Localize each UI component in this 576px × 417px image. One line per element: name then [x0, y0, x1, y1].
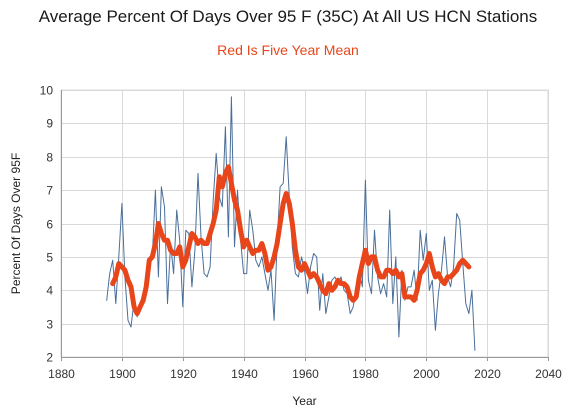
y-tick-label: 2: [46, 351, 53, 365]
y-axis-label: Percent Of Days Over 95F: [9, 153, 23, 294]
y-tick-label: 4: [46, 284, 53, 298]
x-tick-label: 1940: [231, 367, 258, 381]
y-tick-label: 7: [46, 184, 53, 198]
x-tick-label: 1980: [352, 367, 379, 381]
y-tick-label: 10: [40, 84, 54, 98]
y-tick-label: 5: [46, 251, 53, 265]
five-year-mean-line: [110, 164, 472, 317]
x-tick-label: 2000: [413, 367, 440, 381]
x-tick-label: 1900: [109, 367, 136, 381]
y-tick-label: 6: [46, 218, 53, 232]
x-tick-label: 1960: [292, 367, 319, 381]
x-tick-label: 1880: [48, 367, 75, 381]
y-tick-label: 9: [46, 117, 53, 131]
plot-frame: [60, 89, 549, 358]
x-tick-label: 1920: [170, 367, 197, 381]
x-tick-label: 2040: [535, 367, 562, 381]
y-tick-label: 3: [46, 318, 53, 332]
chart-title: Average Percent Of Days Over 95 F (35C) …: [38, 7, 538, 26]
x-tick-label: 2020: [474, 367, 501, 381]
chart-subtitle: Red Is Five Year Mean: [217, 42, 359, 58]
y-tick-label: 8: [46, 151, 53, 165]
x-axis-label: Year: [292, 394, 316, 408]
